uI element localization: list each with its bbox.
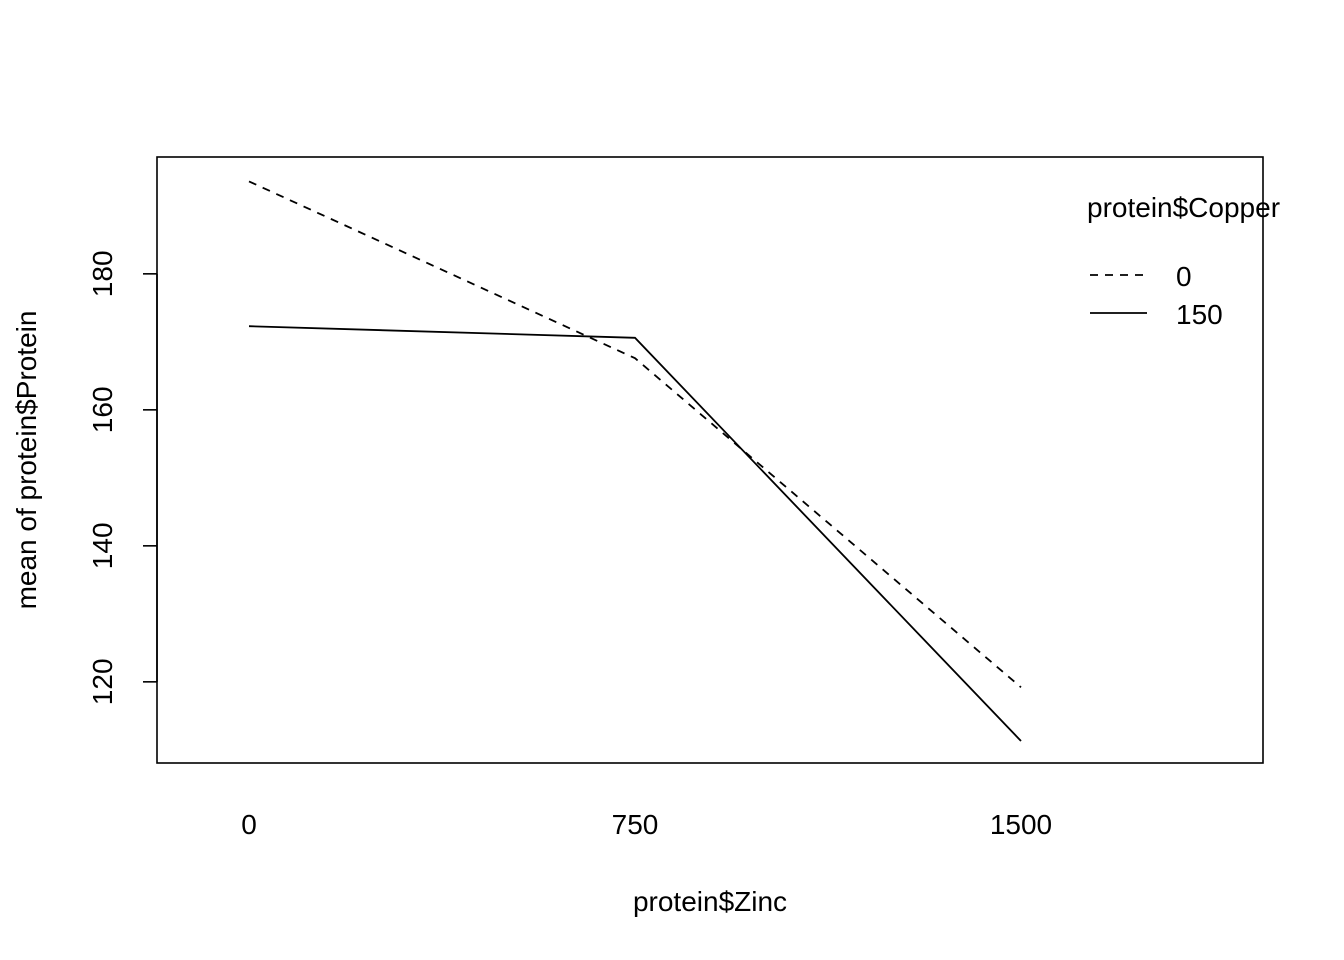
legend-label-150: 150 (1176, 299, 1223, 330)
y-axis: 120 140 160 180 (87, 250, 158, 705)
legend-label-0: 0 (1176, 261, 1192, 292)
legend-title: protein$Copper (1087, 192, 1280, 223)
x-tick-label: 0 (241, 809, 257, 840)
y-axis-label: mean of protein$Protein (11, 311, 42, 610)
x-tick-label: 1500 (990, 809, 1052, 840)
series-line-150 (248, 325, 1022, 742)
legend: protein$Copper 0 150 (1087, 192, 1280, 330)
x-axis: 0 750 1500 (241, 809, 1052, 840)
y-tick-label: 140 (87, 522, 118, 569)
x-tick-label: 750 (612, 809, 659, 840)
y-tick-label: 180 (87, 250, 118, 297)
plot-frame (156, 156, 1264, 764)
series-layer (248, 180, 1022, 742)
y-tick-label: 120 (87, 658, 118, 705)
series-line-0 (248, 180, 1022, 688)
x-axis-label: protein$Zinc (633, 886, 787, 917)
y-tick-label: 160 (87, 386, 118, 433)
